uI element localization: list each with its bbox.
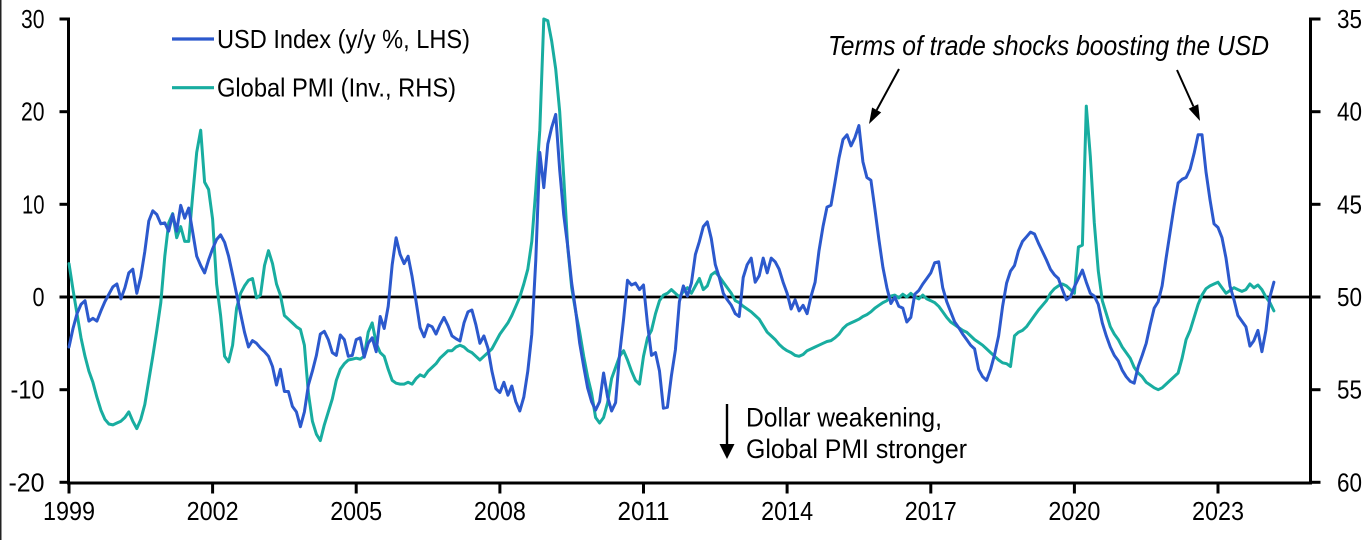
svg-text:2017: 2017 bbox=[905, 498, 957, 526]
svg-text:55: 55 bbox=[1337, 377, 1362, 405]
svg-text:60: 60 bbox=[1337, 469, 1362, 497]
svg-text:2002: 2002 bbox=[187, 498, 239, 526]
svg-text:2023: 2023 bbox=[1192, 498, 1244, 526]
svg-text:Terms of trade shocks boosting: Terms of trade shocks boosting the USD bbox=[828, 30, 1269, 61]
svg-text:45: 45 bbox=[1337, 191, 1362, 219]
svg-text:2011: 2011 bbox=[618, 498, 670, 526]
svg-text:2008: 2008 bbox=[474, 498, 526, 526]
svg-text:50: 50 bbox=[1337, 284, 1362, 312]
svg-text:2020: 2020 bbox=[1048, 498, 1100, 526]
svg-text:-10: -10 bbox=[11, 377, 45, 405]
svg-text:2005: 2005 bbox=[330, 498, 382, 526]
svg-text:10: 10 bbox=[22, 191, 45, 219]
svg-text:20: 20 bbox=[21, 99, 45, 127]
svg-text:0: 0 bbox=[33, 284, 45, 312]
svg-text:2014: 2014 bbox=[761, 498, 813, 526]
svg-text:Global PMI (Inv., RHS): Global PMI (Inv., RHS) bbox=[217, 73, 456, 103]
svg-text:35: 35 bbox=[1337, 6, 1362, 34]
svg-text:USD Index (y/y %, LHS): USD Index (y/y %, LHS) bbox=[217, 24, 470, 54]
svg-text:Global PMI stronger: Global PMI stronger bbox=[746, 434, 967, 464]
svg-text:Dollar weakening,: Dollar weakening, bbox=[746, 403, 942, 433]
svg-text:1999: 1999 bbox=[43, 498, 95, 526]
svg-text:-20: -20 bbox=[9, 469, 45, 497]
svg-text:40: 40 bbox=[1337, 99, 1362, 127]
svg-text:30: 30 bbox=[21, 6, 45, 34]
